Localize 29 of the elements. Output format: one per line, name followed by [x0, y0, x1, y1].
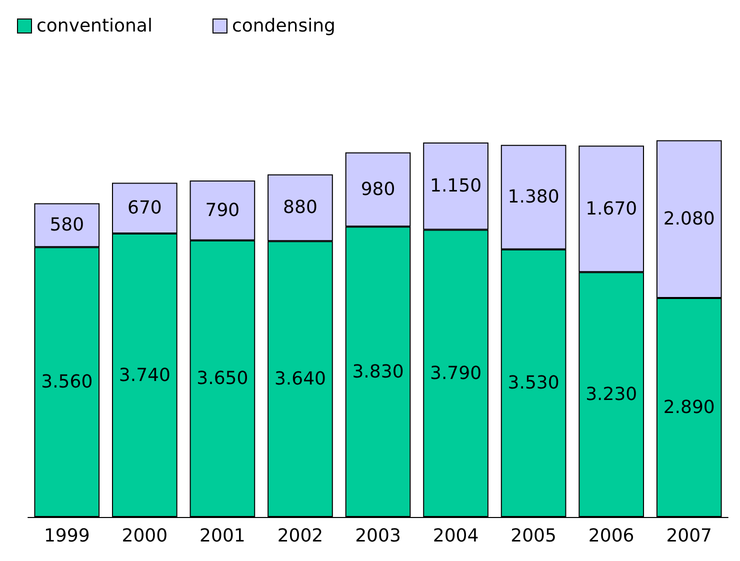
data-label: 3.560 — [41, 372, 93, 393]
data-label: 3.790 — [430, 362, 482, 384]
data-label: 670 — [127, 198, 162, 219]
data-label: 790 — [205, 200, 240, 221]
data-label: 1.380 — [508, 186, 560, 208]
data-label: 3.830 — [352, 361, 404, 382]
data-label: 2.080 — [663, 208, 715, 230]
data-label: 2.890 — [663, 396, 715, 418]
data-label: 980 — [360, 179, 396, 200]
x-tick-label: 2003 — [355, 526, 401, 546]
x-tick-label: 2002 — [277, 526, 324, 546]
data-label: 3.230 — [586, 384, 638, 406]
legend-label: condensing — [232, 16, 336, 36]
data-label: 580 — [50, 214, 84, 236]
data-label: 880 — [283, 197, 318, 218]
data-label: 3.740 — [118, 364, 170, 386]
x-tick-label: 2006 — [588, 526, 634, 546]
x-tick-label: 1999 — [44, 526, 90, 546]
x-tick-label: 2000 — [122, 526, 168, 546]
data-label: 3.650 — [196, 368, 248, 390]
data-label: 3.530 — [508, 372, 560, 394]
data-label: 1.150 — [430, 176, 482, 197]
x-tick-label: 2001 — [200, 526, 246, 546]
x-tick-label: 2005 — [510, 526, 556, 546]
data-label: 3.640 — [274, 368, 326, 390]
x-tick-label: 2007 — [666, 526, 712, 546]
x-tick-label: 2004 — [432, 526, 479, 546]
legend-label: conventional — [36, 16, 152, 36]
data-label: 1.670 — [586, 198, 638, 220]
